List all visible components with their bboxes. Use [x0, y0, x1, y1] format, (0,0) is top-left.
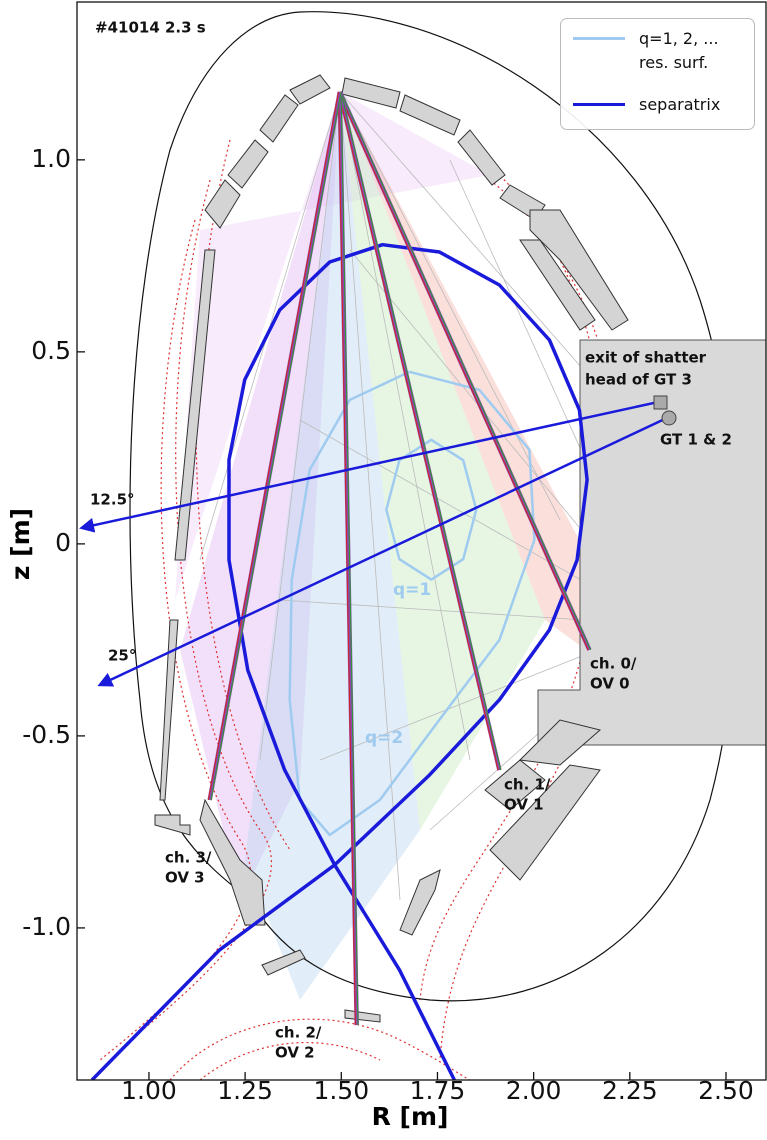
y-tick-label: -1.0 [22, 912, 71, 941]
legend-swatch [573, 103, 625, 106]
chord-label: ch. 2/ [275, 1024, 322, 1042]
chord-label: OV 0 [590, 675, 630, 693]
y-axis-label: z [m] [6, 508, 35, 580]
x-tick-label: 2.25 [602, 1076, 658, 1105]
chord-label: OV 1 [504, 796, 544, 814]
chord-label: OV 2 [275, 1044, 315, 1062]
x-tick-label: 1.75 [410, 1076, 466, 1105]
injection-label: 25° [108, 647, 136, 665]
x-tick-label: 1.50 [313, 1076, 369, 1105]
legend-label: separatrix [639, 93, 744, 117]
background-layout [100, 12, 767, 1080]
x-tick-label: 1.25 [217, 1076, 273, 1105]
annotation: head of GT 3 [585, 371, 692, 389]
chord-label: ch. 1/ [504, 776, 551, 794]
injection-label: 12.5° [90, 491, 135, 509]
y-tick-label: 1.0 [31, 144, 71, 173]
y-tick-label: -0.5 [22, 720, 71, 749]
legend-swatch [573, 37, 625, 40]
annotation: q=1 [393, 580, 431, 600]
y-tick-label: 0 [55, 528, 71, 557]
annotation: GT 1 & 2 [660, 431, 732, 449]
annotation: q=2 [365, 728, 403, 748]
legend: q=1, 2, ... res. surf. separatrix [560, 18, 755, 130]
x-tick-label: 1.00 [121, 1076, 177, 1105]
chart: #41014 2.3 s R [m] z [m] 1.001.251.501.7… [0, 0, 767, 1140]
x-axis-label: R [m] [372, 1102, 449, 1131]
chord-label: OV 3 [165, 869, 205, 887]
chord-label: ch. 0/ [590, 655, 637, 673]
x-tick-label: 2.00 [506, 1076, 562, 1105]
gt3-marker [654, 396, 667, 409]
page: {"chart_data": { "type": "line", "title"… [0, 0, 767, 1140]
legend-label: q=1, 2, ... res. surf. [639, 27, 744, 75]
y-tick-label: 0.5 [31, 336, 71, 365]
gt12-marker [662, 411, 676, 425]
chord-label: ch. 3/ [165, 849, 212, 867]
legend-entry: q=1, 2, ... res. surf. [573, 27, 744, 75]
x-tick-label: 2.50 [698, 1076, 754, 1105]
legend-entry: separatrix [573, 93, 744, 117]
chart-title: #41014 2.3 s [95, 19, 206, 37]
annotation: exit of shatter [585, 349, 707, 367]
